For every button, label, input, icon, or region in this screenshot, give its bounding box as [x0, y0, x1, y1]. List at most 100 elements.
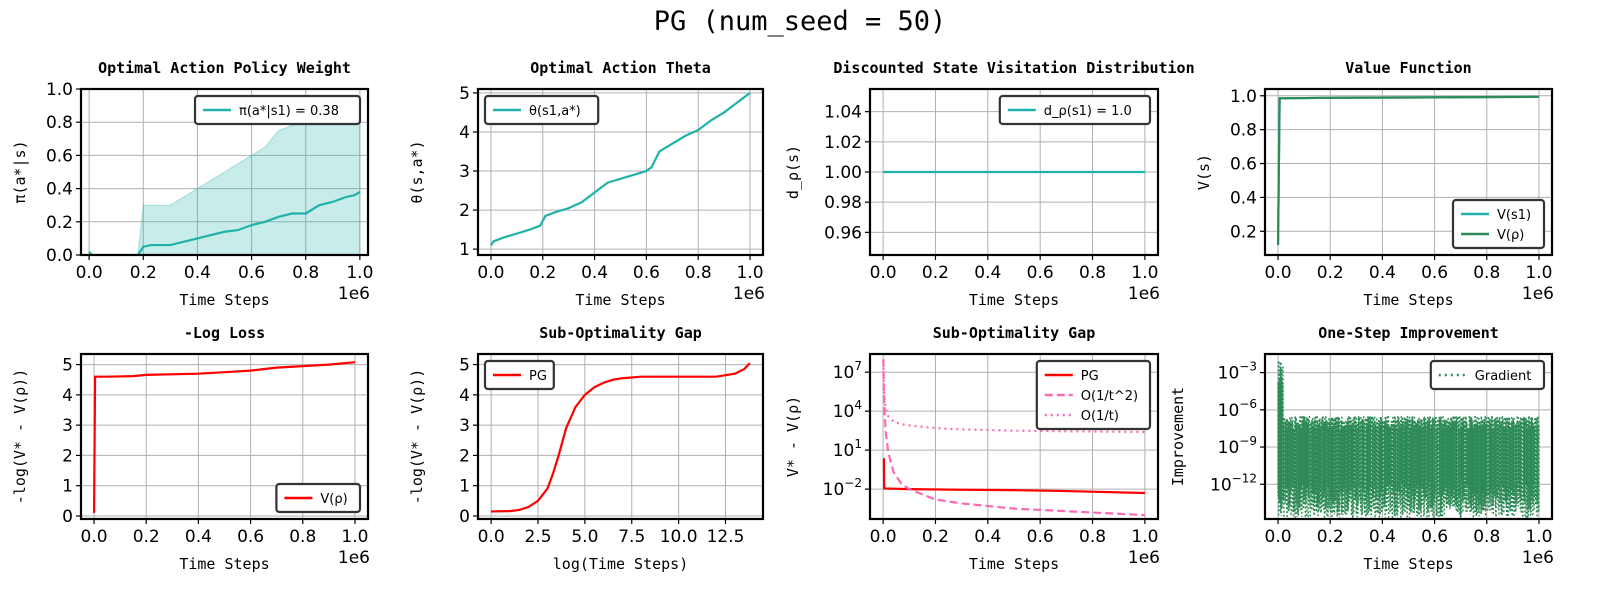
y-tick-label: 5: [459, 84, 470, 104]
axes-frame: [868, 352, 1160, 521]
chart-panel-5: 0.0 0.2 0.4 0.6 0.8 1.0 0 1 2 3 4 5 1e6 -Log Loss Time…: [11, 324, 370, 573]
series-line: [1276, 95, 1539, 245]
x-tick-label: 0.4: [1369, 263, 1396, 283]
x-tick-label: 0.0: [478, 527, 505, 547]
x-offset-label: 1e6: [1128, 284, 1160, 304]
y-axis-label: Improvement: [1169, 387, 1187, 486]
x-axis-label: Time Steps: [179, 555, 269, 573]
x-tick-label: 1.0: [341, 527, 368, 547]
chart-title: Sub-Optimality Gap: [933, 324, 1096, 342]
plot-area: [1276, 95, 1539, 245]
x-tick-label: 0.0: [870, 263, 897, 283]
y-tick-label: 0: [459, 507, 470, 527]
legend-label: Gradient: [1475, 369, 1532, 384]
legend-label: θ(s1,a*): [529, 104, 581, 119]
y-tick-label: 101: [833, 437, 862, 461]
series-line: [882, 359, 1145, 517]
x-tick-label: 0.6: [237, 527, 264, 547]
x-tick-label: 1.0: [1131, 527, 1158, 547]
series-line: [882, 361, 1145, 434]
y-tick-label: 0.2: [46, 213, 73, 233]
legend: PG: [483, 359, 555, 391]
legend-label: V(ρ): [320, 492, 347, 507]
x-tick-label: 0.6: [633, 263, 660, 283]
chart-title: One-Step Improvement: [1318, 324, 1499, 342]
y-tick-label: 2: [459, 201, 470, 221]
x-tick-label: 0.8: [292, 263, 319, 283]
x-tick-label: 10.0: [660, 527, 698, 547]
y-tick-label: 5: [62, 356, 73, 376]
y-tick-label: 10−3: [1218, 360, 1257, 384]
series-line: [92, 361, 356, 513]
x-tick-label: 0.2: [130, 263, 157, 283]
y-tick-label: 1: [459, 477, 470, 497]
y-tick-label: 0.96: [824, 223, 862, 243]
chart-panel-4: 0.0 0.2 0.4 0.6 0.8 1.00.20.40.60.81.01e6Valu…: [1195, 59, 1554, 309]
y-tick-label: 2: [459, 446, 470, 466]
figure-title: PG (num_seed = 50): [653, 6, 947, 37]
x-tick-label: 0.8: [289, 527, 316, 547]
y-tick-label: 1.0: [1230, 87, 1257, 107]
x-tick-label: 0.6: [238, 263, 265, 283]
x-tick-label: 0.6: [1027, 527, 1054, 547]
x-tick-label: 0.2: [529, 263, 556, 283]
x-tick-label: 0.4: [1369, 527, 1396, 547]
y-axis-label: V* - V(ρ): [784, 396, 802, 477]
y-tick-label: 0.8: [46, 113, 73, 133]
x-tick-label: 0.0: [81, 527, 108, 547]
y-axis-label: θ(s,a*): [408, 140, 426, 203]
axes-frame: [476, 87, 765, 257]
plot-area: [88, 118, 361, 255]
chart-panel-1: 0.0 0.2 0.4 0.6 0.8 1.00.00.20.40.60.81.01e6O…: [11, 59, 373, 309]
y-tick-label: 0.0: [46, 246, 73, 266]
y-tick-label: 104: [833, 398, 862, 422]
chart-title: Optimal Action Theta: [530, 59, 711, 77]
legend-label: O(1/t^2): [1081, 389, 1138, 404]
series-line: [88, 190, 361, 255]
confidence-band: [88, 118, 361, 255]
x-axis-label: Time Steps: [179, 291, 269, 309]
x-axis-label: Time Steps: [575, 291, 665, 309]
x-tick-label: 0.8: [1473, 527, 1500, 547]
x-tick-label: 0.2: [1317, 263, 1344, 283]
legend: V(ρ): [275, 482, 362, 514]
x-offset-label: 1e6: [338, 548, 370, 568]
x-axis-label: log(Time Steps): [553, 555, 688, 573]
legend: Gradient: [1429, 359, 1546, 391]
x-tick-label: 1.0: [1525, 263, 1552, 283]
legend-label: PG: [1081, 369, 1099, 384]
x-tick-label: 0.0: [1265, 527, 1292, 547]
x-axis-label: Time Steps: [969, 555, 1059, 573]
legend-box: [998, 94, 1152, 126]
legend: θ(s1,a*): [483, 94, 600, 126]
legend-box: [483, 94, 600, 126]
chart-title: Sub-Optimality Gap: [539, 324, 702, 342]
x-tick-label: 1.0: [346, 263, 373, 283]
x-tick-label: 0.0: [870, 527, 897, 547]
y-tick-label: 0.4: [1230, 188, 1257, 208]
x-tick-label: 0.4: [974, 263, 1001, 283]
x-axis-label: Time Steps: [1363, 291, 1453, 309]
legend-label: V(s1): [1497, 208, 1531, 223]
y-tick-label: 0: [62, 507, 73, 527]
axes-frame: [1263, 87, 1554, 257]
x-tick-label: 1.0: [1525, 527, 1552, 547]
legend: d_ρ(s1) = 1.0: [998, 94, 1152, 126]
x-tick-label: 0.2: [922, 263, 949, 283]
x-tick-label: 0.4: [974, 527, 1001, 547]
y-tick-label: 1: [459, 240, 470, 260]
x-tick-label: 0.4: [184, 263, 211, 283]
y-tick-label: 0.6: [1230, 155, 1257, 175]
x-offset-label: 1e6: [338, 284, 370, 304]
y-axis-label: V(s): [1195, 154, 1213, 190]
legend: V(s1) V(ρ): [1451, 198, 1546, 250]
y-tick-label: 10−9: [1218, 434, 1257, 458]
y-tick-label: 3: [62, 416, 73, 436]
x-offset-label: 1e6: [1522, 284, 1554, 304]
x-offset-label: 1e6: [1522, 548, 1554, 568]
x-tick-label: 12.5: [707, 527, 745, 547]
plot-area: [491, 362, 751, 513]
x-tick-label: 0.8: [1079, 263, 1106, 283]
chart-panel-2: 0.0 0.2 0.4 0.6 0.8 1.0 1 2 3 4 5 1e6 Optimal Action…: [408, 59, 765, 309]
